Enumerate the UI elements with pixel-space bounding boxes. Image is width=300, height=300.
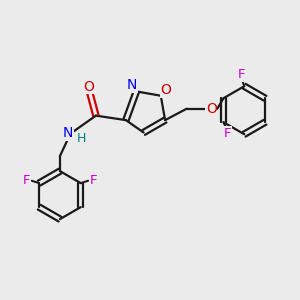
Text: O: O [83,80,94,94]
Text: F: F [238,68,245,81]
Text: F: F [90,174,97,187]
Text: F: F [23,174,30,187]
Text: O: O [206,102,217,116]
Text: F: F [224,127,232,140]
Text: N: N [127,78,137,92]
Text: N: N [63,126,73,140]
Text: H: H [77,132,86,145]
Text: O: O [161,83,172,97]
